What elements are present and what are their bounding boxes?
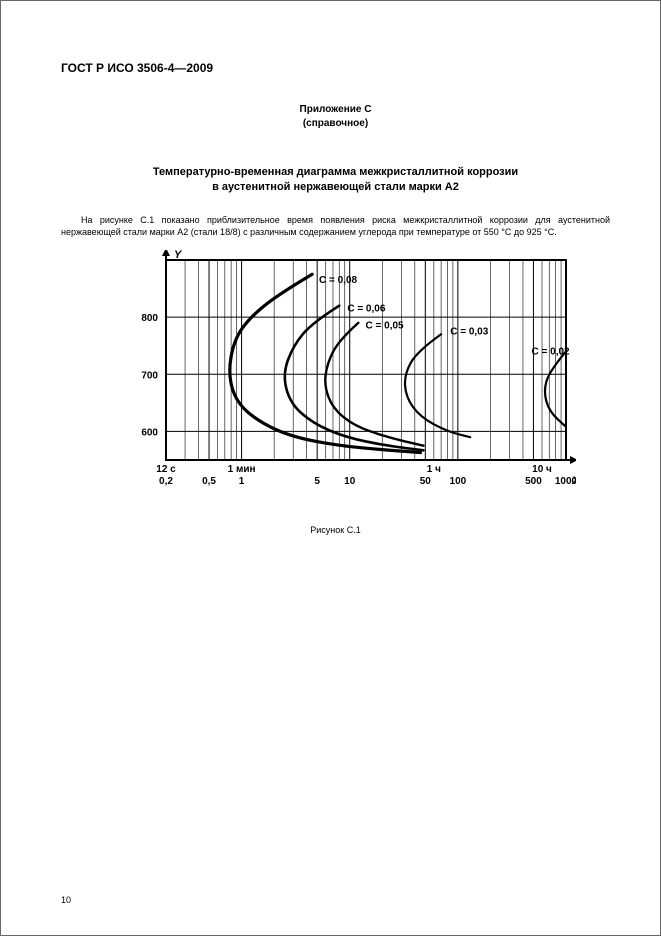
svg-text:C = 0,05: C = 0,05 [365, 321, 404, 332]
svg-text:10: 10 [344, 476, 356, 487]
svg-text:700: 700 [141, 370, 158, 381]
chart: 6007008000,20,5151050100500100012 с1 мин… [96, 250, 576, 510]
page: ГОСТ Р ИСО 3506-4—2009 Приложение C (спр… [0, 0, 661, 936]
svg-text:800: 800 [141, 313, 158, 324]
svg-text:1: 1 [238, 476, 244, 487]
svg-text:600: 600 [141, 427, 158, 438]
title: Температурно-временная диаграмма межкрис… [61, 165, 610, 196]
svg-text:C = 0,06: C = 0,06 [347, 303, 386, 314]
page-number: 10 [61, 895, 71, 905]
svg-text:1 ч: 1 ч [426, 464, 440, 475]
svg-text:10 ч: 10 ч [532, 464, 552, 475]
chart-container: 6007008000,20,5151050100500100012 с1 мин… [96, 250, 576, 535]
svg-text:5: 5 [314, 476, 320, 487]
svg-text:100: 100 [449, 476, 466, 487]
svg-text:0,2: 0,2 [159, 476, 173, 487]
svg-text:50: 50 [419, 476, 431, 487]
appendix-label: Приложение C (справочное) [61, 103, 610, 131]
svg-text:12 с: 12 с [156, 464, 176, 475]
title-line1: Температурно-временная диаграмма межкрис… [153, 166, 518, 178]
svg-text:C = 0,08: C = 0,08 [319, 275, 358, 286]
body-paragraph: На рисунке C.1 показано приблизительное … [61, 214, 610, 238]
svg-text:0,5: 0,5 [202, 476, 216, 487]
figure-caption: Рисунок C.1 [96, 525, 576, 535]
appendix-line2: (справочное) [303, 118, 368, 129]
title-line2: в аустенитной нержавеющей стали марки A2 [212, 181, 459, 193]
svg-text:500: 500 [525, 476, 542, 487]
svg-text:1 мин: 1 мин [227, 464, 255, 475]
svg-text:X: X [571, 475, 576, 487]
svg-text:C = 0,02: C = 0,02 [531, 346, 570, 357]
appendix-line1: Приложение C [300, 104, 372, 115]
doc-header: ГОСТ Р ИСО 3506-4—2009 [61, 61, 610, 75]
svg-text:C = 0,03: C = 0,03 [450, 326, 489, 337]
